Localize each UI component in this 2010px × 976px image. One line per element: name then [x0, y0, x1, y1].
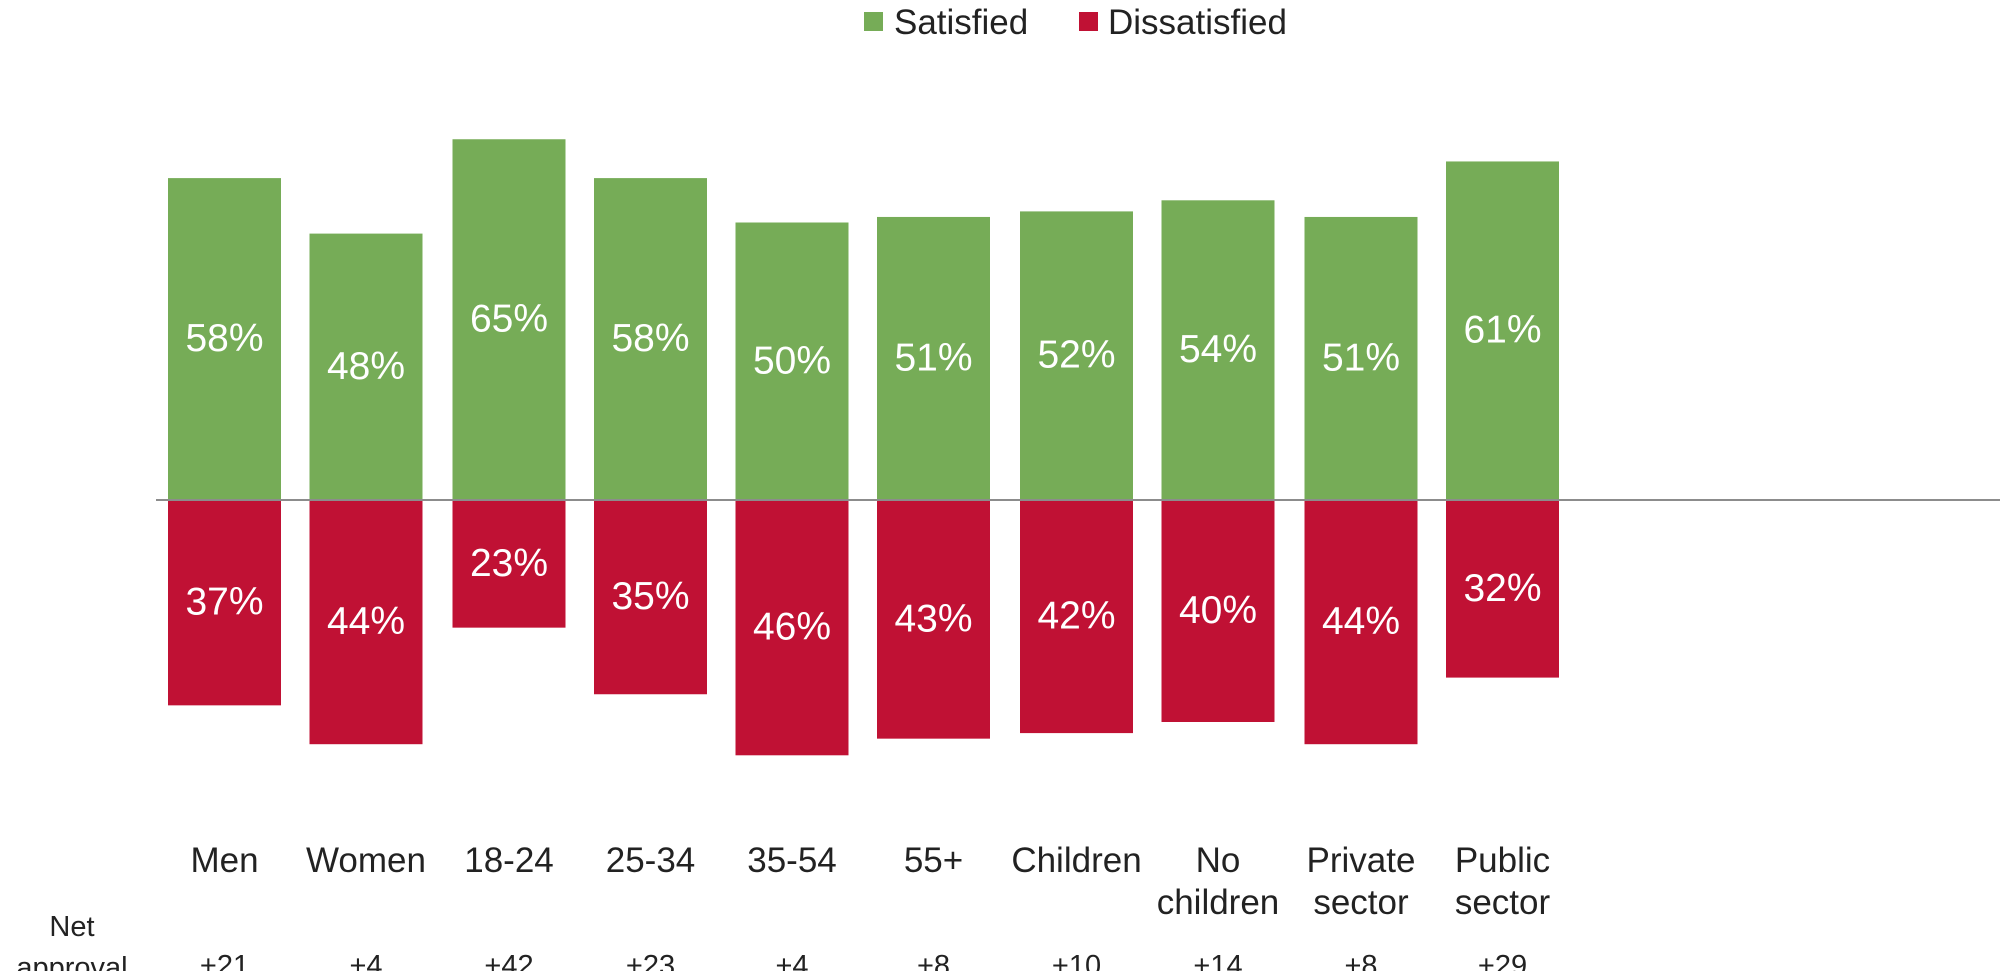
category-label-public-sector: Public [1455, 841, 1550, 880]
bar-satisfied-children [1020, 211, 1133, 500]
value-label-dissatisfied-private-sector: 44% [1322, 600, 1400, 643]
value-label-dissatisfied-public-sector: 32% [1463, 567, 1541, 610]
net-approval-men: +21 [200, 950, 249, 971]
value-label-dissatisfied-55-: 43% [894, 597, 972, 640]
net-approval-row-label: approval [16, 952, 127, 971]
value-label-dissatisfied-women: 44% [327, 600, 405, 643]
net-approval-no-children: +14 [1193, 950, 1242, 971]
category-label-private-sector: Private [1307, 841, 1416, 880]
legend-label-dissatisfied: Dissatisfied [1108, 3, 1287, 42]
net-approval-55-: +8 [917, 950, 950, 971]
bar-satisfied-35-54 [735, 222, 849, 500]
value-labels: 58% 37% 48% 44% 65% 23% 58% 35% 50% 46% 51% 43% 52% 4… [185, 298, 1541, 649]
value-label-satisfied-25-34: 58% [611, 317, 689, 360]
bar-dissatisfied-private-sector [1304, 500, 1418, 745]
value-label-dissatisfied-children: 42% [1037, 595, 1115, 638]
legend: Satisfied Dissatisfied [864, 3, 1287, 42]
bar-dissatisfied-55- [877, 500, 990, 739]
bar-dissatisfied-25-34 [594, 500, 707, 695]
bar-satisfied-private-sector [1304, 216, 1418, 500]
value-label-dissatisfied-men: 37% [185, 581, 263, 624]
legend-swatch-dissatisfied [1079, 12, 1098, 31]
bar-satisfied-55- [877, 216, 990, 500]
value-label-dissatisfied-25-34: 35% [611, 575, 689, 618]
bar-dissatisfied-men [168, 500, 281, 706]
category-label-25-34: 25-34 [606, 841, 696, 880]
value-label-satisfied-women: 48% [327, 345, 405, 388]
value-label-satisfied-18-24: 65% [470, 298, 548, 341]
value-label-dissatisfied-18-24: 23% [470, 542, 548, 585]
value-label-dissatisfied-35-54: 46% [753, 606, 831, 649]
net-approval-row-label: Net [49, 911, 94, 943]
net-approval-25-34: +23 [626, 950, 675, 971]
bar-dissatisfied-children [1020, 500, 1133, 734]
bars [168, 139, 1559, 756]
bar-dissatisfied-35-54 [735, 500, 849, 756]
net-approval-women: +4 [349, 950, 382, 971]
category-labels: Men Women 18-24 25-34 35-54 55+ Children Nochil… [190, 841, 1550, 922]
value-label-satisfied-children: 52% [1037, 334, 1115, 377]
net-approval-public-sector: +29 [1478, 950, 1527, 971]
legend-swatch-satisfied [864, 12, 883, 31]
value-label-dissatisfied-no-children: 40% [1179, 589, 1257, 632]
category-label-35-54: 35-54 [747, 841, 837, 880]
category-label-children: Children [1011, 841, 1141, 880]
net-approval-18-24: +42 [484, 950, 533, 971]
net-approval-row: Net approval +21 +4 +42 +23 +4 +8 +10 +14 +8 +29 [16, 911, 1527, 976]
category-label-no-children: No [1196, 841, 1241, 880]
category-label-18-24: 18-24 [464, 841, 554, 880]
bar-satisfied-men [168, 178, 281, 500]
category-label-private-sector: sector [1313, 883, 1409, 922]
net-approval-private-sector: +8 [1344, 950, 1377, 971]
bar-satisfied-public-sector [1446, 161, 1559, 500]
bar-dissatisfied-no-children [1161, 500, 1275, 722]
value-label-satisfied-public-sector: 61% [1463, 309, 1541, 352]
bar-dissatisfied-women [309, 500, 423, 745]
value-label-satisfied-private-sector: 51% [1322, 336, 1400, 379]
value-label-satisfied-men: 58% [185, 317, 263, 360]
category-label-public-sector: sector [1455, 883, 1551, 922]
category-label-55-: 55+ [904, 841, 963, 880]
value-label-satisfied-35-54: 50% [753, 339, 831, 382]
category-label-men: Men [190, 841, 258, 880]
legend-label-satisfied: Satisfied [894, 3, 1028, 42]
bar-satisfied-no-children [1161, 200, 1275, 501]
net-approval-children: +10 [1052, 950, 1101, 971]
net-approval-35-54: +4 [775, 950, 808, 971]
category-label-no-children: children [1157, 883, 1280, 922]
bar-satisfied-18-24 [452, 139, 566, 500]
value-label-satisfied-no-children: 54% [1179, 328, 1257, 371]
bar-satisfied-women [309, 233, 423, 500]
category-label-women: Women [306, 841, 426, 880]
value-label-satisfied-55-: 51% [894, 336, 972, 379]
bar-dissatisfied-public-sector [1446, 500, 1559, 678]
bar-satisfied-25-34 [594, 178, 707, 500]
bar-dissatisfied-18-24 [452, 500, 566, 628]
